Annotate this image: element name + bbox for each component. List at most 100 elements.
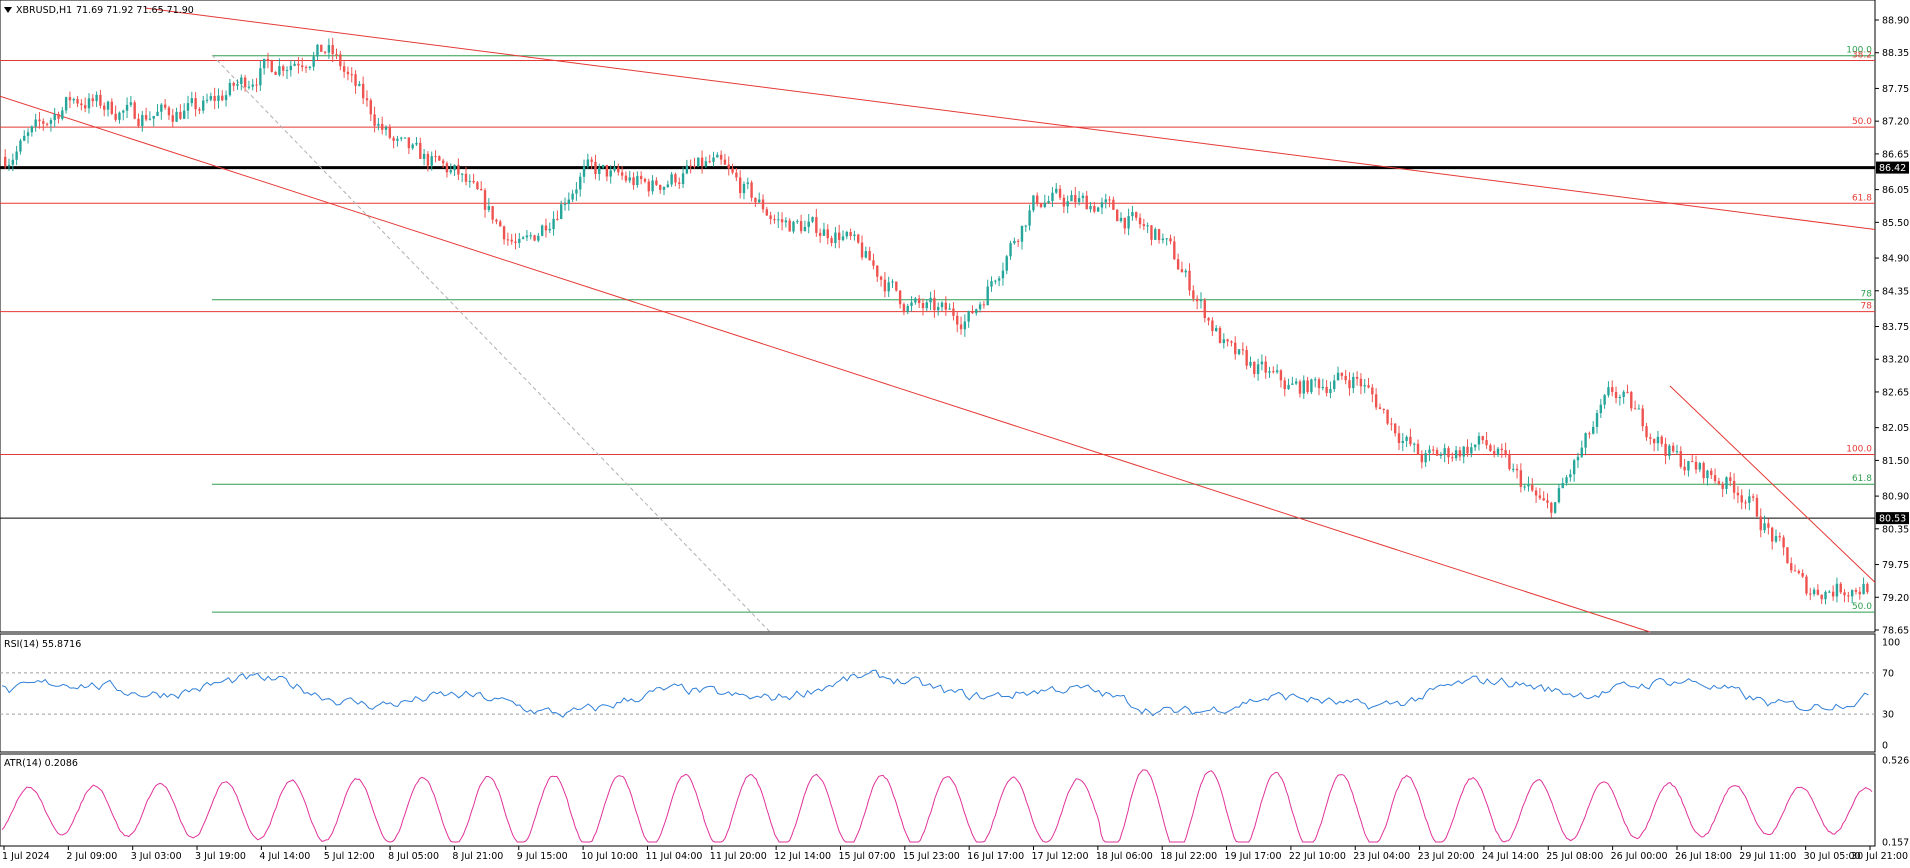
candle [236, 79, 239, 90]
fib-anchor-line[interactable] [211, 54, 771, 633]
candle [548, 222, 551, 233]
trendline-lower[interactable] [0, 95, 1651, 633]
candle [403, 137, 407, 139]
candle-body [1367, 385, 1370, 388]
candle-body [948, 308, 951, 310]
candle [571, 189, 574, 203]
candle [1595, 409, 1599, 434]
candle [1523, 483, 1526, 491]
candle [883, 272, 887, 298]
rsi-panel[interactable]: RSI(14) 55.8716 [0, 633, 1876, 753]
candle-body [1592, 426, 1595, 434]
candle-body [742, 183, 746, 194]
rsi-tick-label: 30 [1882, 710, 1894, 721]
candle [1492, 444, 1496, 458]
candle-body [895, 281, 898, 291]
candle [830, 235, 833, 247]
candle [1256, 358, 1260, 381]
candle [1234, 336, 1237, 360]
candle [620, 166, 624, 180]
time-tick-label: 4 Jul 14:00 [259, 851, 310, 862]
candle-body [1272, 371, 1275, 373]
candle-body [1477, 436, 1481, 445]
candle [1218, 326, 1222, 344]
candle-body [1245, 350, 1248, 366]
candle [259, 60, 262, 91]
price-tick-label: 84.35 [1882, 286, 1909, 297]
candle [1694, 455, 1698, 474]
candle-body [396, 138, 399, 141]
candle [1413, 442, 1416, 453]
candle [487, 198, 491, 213]
candle [1264, 355, 1267, 379]
candle-body [571, 193, 574, 200]
candle [369, 98, 372, 122]
candle-body [708, 161, 711, 163]
candle [1569, 469, 1572, 482]
candle [1287, 378, 1290, 390]
candle [1534, 487, 1538, 504]
candle [917, 295, 921, 308]
candle [1565, 475, 1568, 486]
candle-body [45, 123, 49, 125]
candle [914, 296, 917, 305]
candle [807, 213, 810, 234]
candle [1184, 268, 1187, 278]
candle [1241, 342, 1245, 356]
candle [129, 96, 133, 108]
candle [1626, 384, 1629, 394]
candle [712, 151, 715, 167]
candle [1531, 478, 1534, 493]
atr-panel[interactable]: ATR(14) 0.2086 [0, 753, 1876, 847]
candle-body [628, 177, 631, 181]
candle-body [754, 197, 757, 203]
candle-body [213, 96, 216, 101]
price-panel-frame [0, 0, 1876, 633]
candle-body [959, 324, 963, 330]
candle-body [415, 142, 418, 145]
candle-body [1180, 269, 1184, 273]
candle-body [1496, 448, 1500, 455]
candle [1051, 187, 1054, 207]
candle-body [1279, 370, 1283, 381]
candle-body [106, 101, 110, 110]
candle [796, 219, 799, 225]
candle [270, 59, 273, 73]
candle-body [365, 98, 369, 101]
candle [659, 184, 662, 194]
candle [1055, 183, 1058, 194]
candle [1363, 379, 1366, 394]
triangle-down-icon[interactable] [4, 7, 12, 13]
price-panel[interactable]: 38.2 50.0 61.8 78 100.0 100.0 78 61.8 50.0 XBRUS… [0, 0, 1876, 633]
candle-body [426, 153, 430, 166]
trendline-upper[interactable] [144, 7, 1876, 230]
candle-body [419, 142, 422, 159]
candle [1001, 262, 1005, 286]
candle-body [1207, 318, 1210, 321]
candle [1831, 585, 1835, 601]
candle [1748, 489, 1751, 511]
candle [1843, 589, 1846, 603]
candle [103, 102, 106, 117]
candle-body [529, 235, 532, 237]
candle [864, 246, 868, 259]
candle [666, 180, 670, 188]
candle [956, 311, 959, 333]
candle-body [502, 226, 506, 240]
trendline-short[interactable] [1669, 385, 1876, 583]
atr-tick-label: 0.1577 [1882, 838, 1910, 849]
candle [811, 216, 814, 224]
candle-body [1820, 594, 1823, 600]
candle [346, 66, 350, 81]
candle [1310, 378, 1313, 395]
candle-body [933, 297, 936, 311]
candle [1249, 356, 1252, 368]
candle [1512, 463, 1515, 473]
candle-body [342, 66, 346, 72]
candle-body [304, 67, 308, 69]
candle-body [1458, 450, 1462, 457]
candle-body [579, 176, 582, 190]
candle [1386, 409, 1389, 426]
candle-body [23, 135, 26, 141]
